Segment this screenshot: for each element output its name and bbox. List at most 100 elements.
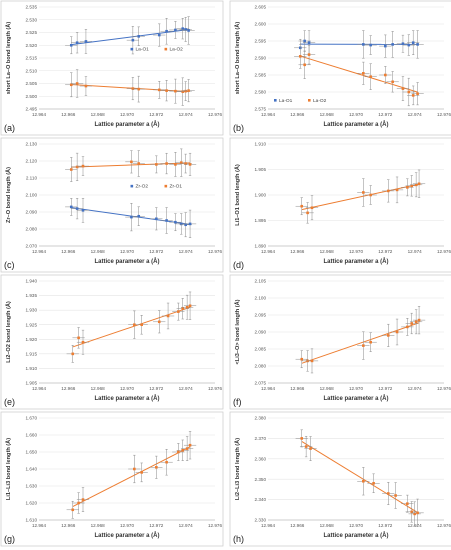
data-point <box>187 89 190 92</box>
y-tick-label: 2.525 <box>26 30 38 35</box>
data-point <box>411 94 415 97</box>
y-tick-label: 2.070 <box>26 244 38 249</box>
y-tick-label: 2.340 <box>255 497 267 502</box>
x-axis-title: Lattice parameter a (Å) <box>94 258 159 265</box>
panel-frame <box>229 137 451 273</box>
data-point <box>362 43 365 46</box>
data-point <box>75 207 79 210</box>
x-tick-label: 12.976 <box>437 386 451 391</box>
panel-label: (e) <box>4 397 15 407</box>
data-point <box>304 445 308 448</box>
data-point <box>174 163 177 166</box>
y-tick-label: 1.915 <box>26 351 38 356</box>
data-point <box>417 318 421 322</box>
y-tick-label: 2.370 <box>255 436 267 441</box>
data-point <box>417 182 421 186</box>
panel-frame <box>229 274 451 410</box>
x-tick-label: 12.964 <box>32 523 46 528</box>
data-point <box>155 163 158 166</box>
series-zr-o1 <box>65 148 197 182</box>
x-tick-label: 12.966 <box>61 249 75 254</box>
data-point <box>165 219 168 222</box>
data-point <box>157 33 161 37</box>
x-tick-label: 12.966 <box>290 249 304 254</box>
x-tick-label: 12.974 <box>179 112 193 117</box>
data-point <box>137 87 141 91</box>
data-point <box>416 43 419 46</box>
data-point <box>401 42 405 46</box>
data-point <box>298 55 302 58</box>
x-tick-label: 12.966 <box>290 523 304 528</box>
chart-panel-f: 2.075 2.080 2.085 2.090 2.095 2.100 2.105 12.96… <box>229 274 451 410</box>
x-tick-label: 12.968 <box>320 523 334 528</box>
data-point <box>181 449 185 452</box>
x-tick-label: 12.966 <box>61 386 75 391</box>
y-tick-label: 2.500 <box>26 94 38 99</box>
data-point <box>77 336 80 340</box>
data-point <box>303 63 306 67</box>
data-point <box>174 220 177 224</box>
x-tick-label: 12.964 <box>261 523 275 528</box>
data-point <box>181 27 185 30</box>
data-point <box>165 162 168 165</box>
y-tick-label: 2.605 <box>255 5 267 10</box>
x-axis-title: Lattice parameter a (Å) <box>323 395 388 402</box>
x-tick-label: 12.966 <box>290 112 304 117</box>
panel-label: (f) <box>233 397 242 407</box>
data-point <box>369 75 372 78</box>
series-data <box>66 431 197 519</box>
data-point <box>384 73 387 77</box>
data-point <box>140 471 143 474</box>
data-point <box>407 43 411 47</box>
y-axis-title: Li2–Li3 bond length (Å) <box>234 438 241 500</box>
x-tick-label: 12.976 <box>208 386 222 391</box>
data-point <box>155 217 158 221</box>
x-tick-label: 12.966 <box>61 112 75 117</box>
data-point <box>165 89 168 92</box>
y-tick-label: 2.575 <box>255 107 267 112</box>
y-tick-label: 1.925 <box>26 322 38 327</box>
y-tick-label: 1.935 <box>26 293 38 298</box>
data-point <box>362 344 365 347</box>
data-point <box>157 88 161 92</box>
y-tick-label: 2.600 <box>255 22 267 27</box>
y-tick-label: 2.520 <box>26 43 38 48</box>
x-tick-label: 12.970 <box>120 112 134 117</box>
y-tick-label: 2.075 <box>255 381 267 386</box>
y-tick-label: 1.620 <box>26 501 38 506</box>
data-point <box>75 82 79 85</box>
data-point <box>166 314 170 318</box>
data-point <box>188 222 192 226</box>
data-point <box>75 165 79 169</box>
y-tick-label: 2.100 <box>26 193 38 198</box>
x-tick-label: 12.968 <box>91 523 105 528</box>
data-point <box>185 447 189 450</box>
y-tick-label: 1.660 <box>26 433 38 438</box>
x-axis-title: Lattice parameter a (Å) <box>94 395 159 402</box>
legend-marker <box>130 184 134 188</box>
x-tick-label: 12.974 <box>179 386 193 391</box>
y-tick-label: 2.595 <box>255 39 267 44</box>
data-point <box>369 43 372 47</box>
y-tick-label: 2.105 <box>255 279 267 284</box>
x-axis-title: Lattice parameter a (Å) <box>94 121 159 128</box>
y-axis-title: Zr–O bond length (Å) <box>5 167 12 223</box>
data-point <box>413 512 416 516</box>
x-tick-label: 12.964 <box>32 249 46 254</box>
y-tick-label: 2.120 <box>26 159 38 164</box>
data-point <box>174 89 177 93</box>
data-point <box>188 304 192 308</box>
y-tick-label: 2.330 <box>255 518 267 523</box>
data-point <box>184 162 187 165</box>
y-tick-label: 2.535 <box>26 5 38 10</box>
y-tick-label: 1.900 <box>255 193 267 198</box>
legend-marker <box>308 99 311 102</box>
data-point <box>306 211 309 215</box>
x-tick-label: 12.972 <box>149 112 163 117</box>
x-tick-label: 12.976 <box>437 112 451 117</box>
x-tick-label: 12.976 <box>437 249 451 254</box>
data-point <box>362 479 365 483</box>
data-point <box>394 494 397 497</box>
x-tick-label: 12.974 <box>408 386 422 391</box>
data-point <box>71 508 75 512</box>
